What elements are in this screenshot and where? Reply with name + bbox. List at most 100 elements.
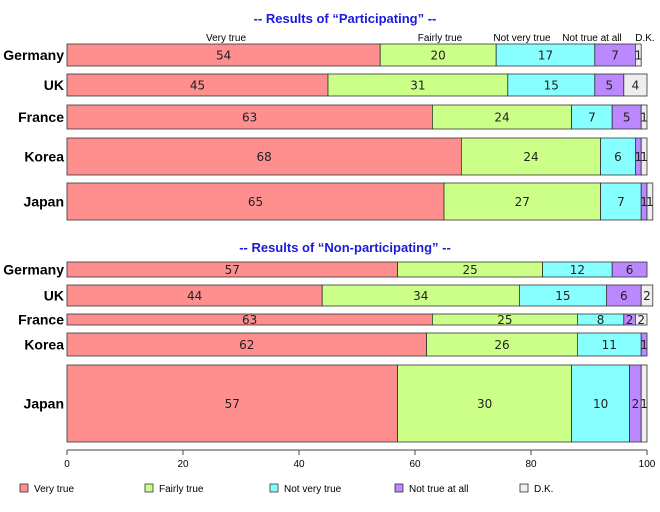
legend-swatch-not-true-at-all [394,483,404,493]
data-label: 1 [640,111,648,125]
legend-label-very-true: Very true [34,484,74,495]
data-label: 20 [431,49,446,63]
column-label-not-true-at-all: Not true at all [562,33,621,44]
bar-segment-d-k [640,364,648,443]
data-label: 7 [611,49,619,63]
data-label: 8 [597,313,605,327]
data-label: 25 [462,263,477,277]
data-label: 31 [410,79,425,93]
legend-swatch-d-k [519,483,529,493]
data-label: 24 [494,111,509,125]
bar-row-france: France 63 24 7 5 1 [18,104,648,130]
bar-segment-very-true [66,182,445,221]
bar-segment-not-very-true [600,182,642,221]
bar-segment-d-k [640,137,648,176]
bar-segment-d-k [646,182,654,221]
bar-row-japan: Japan 57 30 10 2 1 [24,364,648,443]
data-label: 24 [523,150,538,164]
data-label: 2 [637,313,645,327]
bar-segment-d-k [623,73,648,97]
data-label: 63 [242,111,257,125]
column-label-not-very-true: Not very true [493,33,551,44]
data-label: 5 [623,111,631,125]
bar-segment-not-very-true [571,104,613,130]
bar-segment-not-very-true [600,137,636,176]
data-label: 6 [620,289,628,303]
data-label: 1 [640,338,648,352]
data-label: 57 [225,263,240,277]
country-label: France [18,109,64,125]
legend-label-d-k: D.K. [534,484,553,495]
legend-swatch-very-true [19,483,29,493]
data-label: 4 [632,79,640,93]
panel-1-title: -- Results of “Participating” -- [254,11,437,26]
data-label: 12 [570,263,585,277]
panel-2-title: -- Results of “Non-participating” -- [239,240,451,255]
data-label: 34 [413,289,428,303]
legend-swatch-fairly-true [144,483,154,493]
data-label: 1 [634,49,642,63]
bar-segment-not-very-true [571,364,630,443]
x-tick-label: 40 [293,459,305,470]
x-tick-label: 100 [639,459,656,470]
country-label: Korea [24,337,64,353]
data-label: 44 [187,289,202,303]
country-label: Japan [24,194,64,210]
column-header-labels: Very true Fairly true Not very true Not tru… [206,33,655,44]
country-label: UK [44,288,64,304]
x-tick-label: 60 [409,459,421,470]
bar-segment-very-true [66,364,399,443]
data-label: 1 [640,195,648,209]
data-label: 65 [248,195,263,209]
column-label-fairly-true: Fairly true [418,33,463,44]
x-tick-label: 0 [64,459,70,470]
legend: Very true Fairly true Not very true Not tru… [19,483,553,495]
data-label: 26 [494,338,509,352]
data-label: 45 [190,79,205,93]
bar-segment-d-k [640,104,648,130]
data-label: 2 [626,313,634,327]
data-label: 6 [614,150,622,164]
bar-row-korea: Korea 68 24 6 11 [24,137,648,176]
bar-segment-fairly-true [397,364,573,443]
bar-row-korea: Korea 62 26 11 1 [24,332,648,357]
bar-segment-fairly-true [460,137,601,176]
bar-row-germany: Germany 57 25 12 6 [3,262,648,278]
data-label: 1 [646,195,654,209]
data-label: 25 [497,313,512,327]
bar-row-japan: Japan 65 27 7 11 [24,182,654,221]
bar-row-uk: UK 45 31 15 5 4 [44,73,648,97]
country-label: France [18,312,64,328]
data-label: 63 [242,313,257,327]
data-label: 5 [605,79,613,93]
bar-segment-d-k [640,284,654,307]
bar-segment-d-k [635,313,648,326]
country-label: Germany [3,262,64,278]
data-label: 57 [225,397,240,411]
legend-swatch-not-very-true [269,483,279,493]
data-label: 30 [477,397,492,411]
bar-segment-very-true [66,104,433,130]
country-label: UK [44,77,64,93]
legend-label-not-very-true: Not very true [284,484,342,495]
country-label: Korea [24,149,64,165]
bar-segment-d-k [635,43,642,67]
country-label: Japan [24,396,64,412]
bar-segment-not-true-at-all [611,104,642,130]
bar-row-germany: Germany 54 20 17 7 1 [3,43,642,67]
bar-row-uk: UK 44 34 15 6 2 [44,284,654,307]
data-label: 15 [544,79,559,93]
data-label: 62 [239,338,254,352]
data-label: 7 [617,195,625,209]
data-label: 1 [640,397,648,411]
data-label: 11 [602,338,617,352]
data-label: 1 [640,150,648,164]
column-label-d-k: D.K. [635,33,654,44]
column-label-very-true: Very true [206,33,246,44]
x-tick-label: 80 [525,459,537,470]
data-label: 15 [555,289,570,303]
data-label: 27 [515,195,530,209]
data-label: 2 [632,397,640,411]
x-tick-label: 20 [177,459,189,470]
